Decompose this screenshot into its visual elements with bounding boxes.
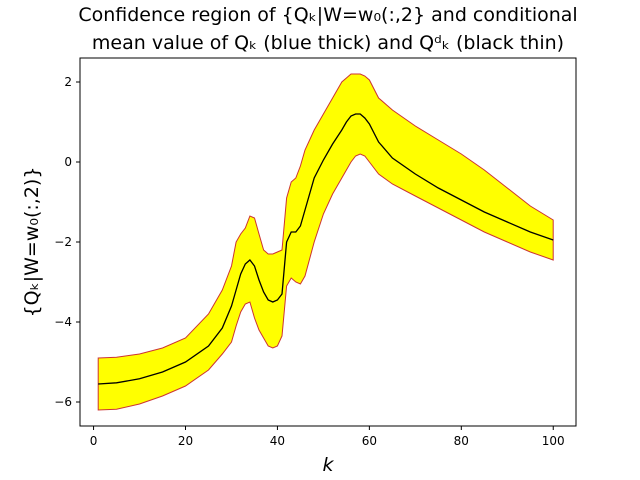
plot-area — [97, 73, 554, 411]
x-tick-label: 40 — [270, 434, 285, 448]
x-tick-label: 60 — [362, 434, 377, 448]
y-tick-label: 2 — [64, 75, 72, 89]
y-tick-label: −4 — [54, 315, 72, 329]
chart-title-line-1: Confidence region of {Qₖ|W=w₀(:,2} and c… — [78, 4, 577, 26]
x-axis-label: k — [322, 454, 334, 476]
conditional-mean-line — [98, 113, 554, 385]
y-tick-label: −2 — [54, 235, 72, 249]
y-axis: −6 −4 −2 0 2 — [54, 75, 80, 409]
confidence-band — [97, 73, 554, 411]
x-tick-label: 0 — [90, 434, 98, 448]
y-tick-label: 0 — [64, 155, 72, 169]
y-tick-label: −6 — [54, 395, 72, 409]
x-axis: 0 20 40 60 80 100 — [90, 426, 565, 448]
x-tick-label: 100 — [542, 434, 565, 448]
chart-title-line-2: mean value of Qₖ (blue thick) and Qᵈₖ (b… — [92, 32, 564, 54]
y-axis-label: {Qₖ|W=w₀(:,2)} — [21, 167, 43, 318]
x-tick-label: 20 — [178, 434, 193, 448]
x-tick-label: 80 — [454, 434, 469, 448]
